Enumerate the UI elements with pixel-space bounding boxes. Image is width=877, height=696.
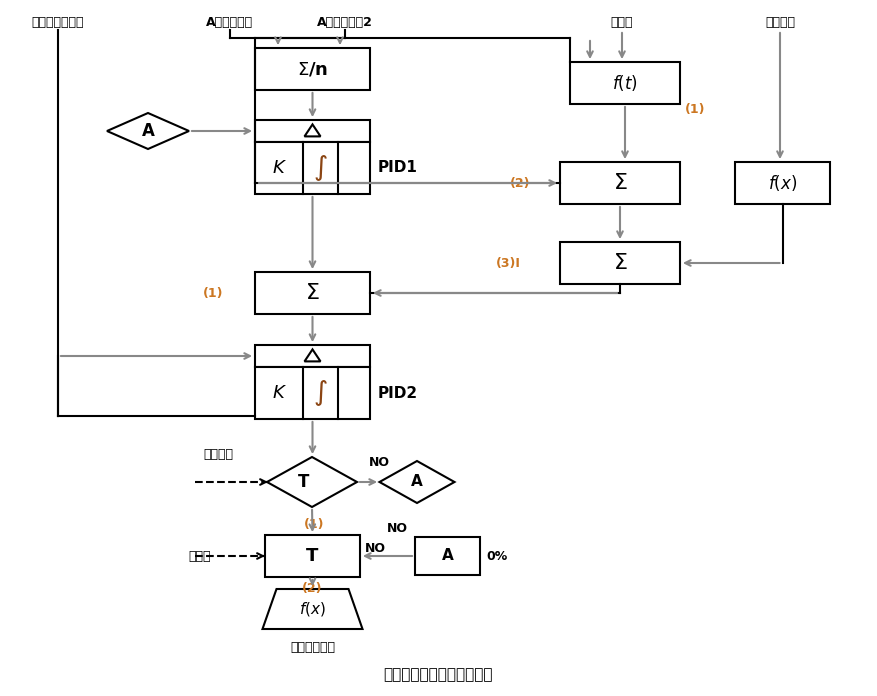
Polygon shape [380, 461, 454, 503]
Text: $K$: $K$ [272, 384, 287, 402]
Text: 蒸汽流量: 蒸汽流量 [765, 16, 795, 29]
Text: $\Sigma$/n: $\Sigma$/n [296, 60, 328, 78]
Text: $\int$: $\int$ [313, 378, 328, 408]
Text: $f(x)$: $f(x)$ [768, 173, 797, 193]
Text: NO: NO [369, 455, 390, 468]
Text: (2): (2) [303, 582, 323, 595]
Text: A: A [442, 548, 453, 564]
Text: $f(t)$: $f(t)$ [612, 73, 638, 93]
Text: PID1: PID1 [378, 161, 417, 175]
Polygon shape [107, 113, 189, 149]
Bar [735, 162, 830, 204]
Bar [560, 242, 680, 284]
Text: $\Sigma$: $\Sigma$ [613, 253, 627, 273]
Text: 减温器出口汽温: 减温器出口汽温 [32, 16, 84, 29]
Text: $\Sigma$: $\Sigma$ [305, 283, 320, 303]
Text: (1): (1) [203, 287, 224, 299]
Text: (2): (2) [510, 177, 531, 189]
Text: (3)I: (3)I [496, 257, 520, 269]
Bar [570, 62, 680, 104]
Bar [560, 162, 680, 204]
Bar [255, 367, 370, 419]
Text: 总风量: 总风量 [610, 16, 633, 29]
Text: T: T [306, 547, 318, 565]
Text: $f(x)$: $f(x)$ [299, 600, 326, 618]
Text: A侧再热汽温: A侧再热汽温 [206, 16, 253, 29]
Bar [265, 535, 360, 577]
Polygon shape [262, 589, 362, 629]
Text: NO: NO [365, 542, 386, 555]
Text: $K$: $K$ [272, 159, 287, 177]
Text: (1): (1) [303, 518, 324, 531]
Bar [255, 48, 370, 90]
Bar [255, 142, 370, 194]
Text: NO: NO [387, 523, 408, 535]
Text: A: A [411, 475, 423, 489]
Text: T: T [298, 473, 310, 491]
Text: $\Sigma$: $\Sigma$ [613, 173, 627, 193]
Text: 0%: 0% [486, 550, 507, 562]
Text: 手动切换: 手动切换 [203, 448, 233, 461]
Text: 再热汽温噴水减温控制系统: 再热汽温噴水减温控制系统 [384, 667, 493, 683]
Bar [255, 345, 370, 367]
Text: A: A [141, 122, 154, 140]
Text: PID2: PID2 [378, 386, 418, 400]
Text: 强制关: 强制关 [189, 550, 211, 562]
Bar [255, 120, 370, 142]
Bar [415, 537, 480, 575]
Polygon shape [267, 457, 357, 507]
Text: $\int$: $\int$ [313, 153, 328, 183]
Text: (1): (1) [685, 102, 705, 116]
Text: 减温水调节阀: 减温水调节阀 [290, 641, 335, 654]
Text: A侧再热汽温2: A侧再热汽温2 [317, 16, 373, 29]
Bar [255, 272, 370, 314]
